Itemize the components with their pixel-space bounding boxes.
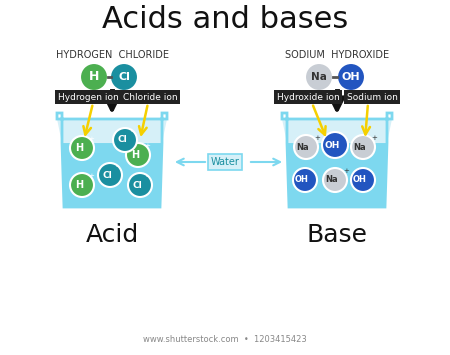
Polygon shape	[57, 119, 167, 143]
Text: SODIUM  HYDROXIDE: SODIUM HYDROXIDE	[285, 50, 389, 60]
Text: Base: Base	[306, 223, 368, 247]
Text: OH: OH	[353, 175, 367, 185]
Circle shape	[293, 168, 317, 192]
Polygon shape	[282, 119, 392, 143]
Circle shape	[351, 168, 375, 192]
Text: Cl: Cl	[117, 136, 127, 144]
Text: Cl: Cl	[132, 180, 142, 190]
Text: Na: Na	[326, 175, 338, 185]
Text: Acid: Acid	[86, 223, 139, 247]
Circle shape	[337, 63, 365, 91]
Circle shape	[305, 63, 333, 91]
Text: HYDROGEN  CHLORIDE: HYDROGEN CHLORIDE	[55, 50, 168, 60]
Text: -: -	[344, 133, 346, 139]
Text: +: +	[144, 143, 150, 149]
Text: -: -	[312, 168, 315, 174]
Text: -: -	[146, 173, 148, 179]
Text: +: +	[343, 168, 349, 174]
Text: Cl: Cl	[118, 72, 130, 82]
Circle shape	[70, 173, 94, 197]
Text: OH: OH	[342, 72, 360, 82]
Text: Water: Water	[211, 157, 239, 167]
Text: +: +	[314, 135, 320, 141]
Text: H: H	[131, 150, 139, 160]
Circle shape	[110, 63, 138, 91]
Text: Hydroxide ion: Hydroxide ion	[277, 93, 339, 102]
Text: Chloride ion: Chloride ion	[123, 93, 177, 102]
Circle shape	[294, 135, 318, 159]
Circle shape	[323, 168, 347, 192]
Text: Na: Na	[354, 142, 366, 152]
Text: Na: Na	[297, 142, 309, 152]
Text: Hydrogen ion: Hydrogen ion	[58, 93, 118, 102]
Circle shape	[70, 136, 94, 160]
Text: +: +	[88, 136, 94, 142]
Text: OH: OH	[324, 141, 340, 149]
Text: H: H	[75, 180, 83, 190]
Text: +: +	[88, 173, 94, 179]
Polygon shape	[287, 143, 387, 207]
Text: -: -	[370, 168, 373, 174]
Text: Na: Na	[311, 72, 327, 82]
Text: Sodium ion: Sodium ion	[346, 93, 397, 102]
Text: -: -	[131, 128, 134, 134]
Text: Acids and bases: Acids and bases	[102, 5, 348, 34]
Circle shape	[322, 132, 348, 158]
Polygon shape	[62, 143, 162, 207]
Text: H: H	[89, 71, 99, 83]
Circle shape	[128, 173, 152, 197]
Circle shape	[98, 163, 122, 187]
Text: +: +	[371, 135, 377, 141]
Circle shape	[113, 128, 137, 152]
Text: H: H	[75, 143, 83, 153]
Circle shape	[351, 135, 375, 159]
Circle shape	[80, 63, 108, 91]
Text: www.shutterstock.com  •  1203415423: www.shutterstock.com • 1203415423	[143, 335, 307, 344]
Text: OH: OH	[295, 175, 309, 185]
Text: -: -	[116, 163, 118, 169]
Text: Cl: Cl	[102, 170, 112, 180]
Circle shape	[126, 143, 150, 167]
